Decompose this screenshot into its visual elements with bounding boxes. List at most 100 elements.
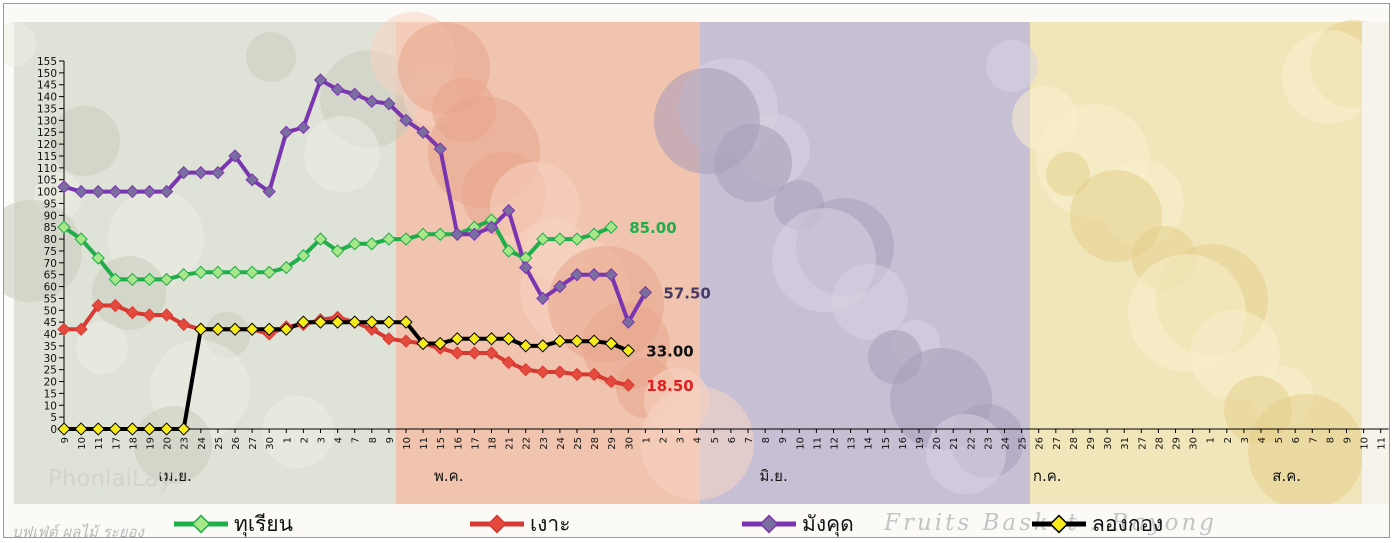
panel-texture: [50, 106, 120, 176]
legend-marker: [1049, 514, 1069, 534]
panel-texture: [1224, 376, 1292, 444]
data-point: [348, 237, 362, 251]
data-point: [74, 184, 88, 199]
y-tick-label: 20: [44, 377, 57, 389]
data-point: [262, 322, 276, 336]
y-tick-label: 50: [44, 305, 57, 317]
data-point: [108, 272, 122, 287]
legend-marker: [759, 514, 779, 534]
data-point: [519, 339, 533, 353]
data-point: [245, 322, 259, 336]
data-point: [433, 336, 447, 351]
y-tick-label: 145: [37, 80, 57, 92]
x-tick-label: 10: [77, 437, 88, 450]
series-line-1: [64, 303, 629, 388]
x-tick-label: 25: [573, 437, 584, 450]
data-point: [587, 227, 601, 241]
data-point: [279, 322, 293, 336]
data-point: [296, 120, 311, 135]
x-tick-label: 14: [864, 437, 875, 450]
x-tick-label: 27: [1052, 437, 1063, 450]
data-point: [587, 334, 601, 348]
data-point: [177, 268, 191, 282]
y-tick-label: 110: [37, 163, 57, 175]
panel-texture: [4, 22, 36, 66]
legend-item-mangosteen: มังคุด: [740, 508, 854, 537]
x-tick-label: 29: [1172, 437, 1183, 450]
x-tick-label: 13: [847, 437, 858, 450]
data-point: [587, 268, 601, 282]
panel-texture: [654, 68, 760, 174]
legend-marker: [191, 514, 211, 534]
x-tick-label: 29: [1086, 437, 1097, 450]
data-point: [536, 339, 550, 353]
data-point: [365, 237, 379, 251]
legend: ทุเรียน เงาะ มังคุด ลองกอง: [4, 504, 1389, 537]
data-point: [142, 184, 157, 199]
panel-texture: [1012, 86, 1078, 152]
x-tick-label: 24: [556, 437, 567, 450]
x-tick-label: 8: [1325, 437, 1336, 443]
data-point: [194, 165, 208, 180]
x-tick-label: 30: [1189, 437, 1200, 450]
data-point: [365, 322, 379, 336]
data-point: [57, 220, 71, 234]
data-point: [348, 87, 362, 101]
data-point: [211, 165, 225, 180]
data-point: [296, 315, 311, 329]
x-tick-label: 22: [522, 437, 533, 450]
data-point: [313, 315, 328, 329]
data-point: [125, 272, 140, 287]
data-point: [399, 334, 413, 348]
panel-texture: [868, 330, 922, 384]
data-point: [142, 272, 157, 287]
data-point: [365, 315, 379, 329]
data-point: [519, 251, 533, 265]
data-point: [330, 315, 345, 329]
x-tick-label: 29: [607, 437, 618, 450]
data-point: [519, 260, 533, 275]
x-tick-label: 16: [453, 437, 464, 450]
data-point: [553, 334, 567, 348]
data-point: [159, 184, 174, 199]
panel-texture: [262, 396, 334, 468]
legend-label-durian: ทุเรียน: [234, 511, 293, 536]
y-tick-label: 55: [44, 293, 57, 305]
x-tick-label: 3: [1240, 437, 1251, 443]
panel-texture: [246, 32, 296, 82]
x-tick-label: 30: [1103, 437, 1114, 450]
month-label: เม.ย.: [158, 467, 191, 485]
x-tick-label: 11: [1377, 437, 1388, 450]
month-label: ส.ค.: [1272, 467, 1301, 485]
x-tick-label: 11: [419, 437, 430, 450]
x-tick-label: 21: [949, 437, 960, 450]
x-axis: 9 10 11 17 18 19 20 23 24 25 26 27 30 1 2 3 4 7 8 9 10 11 15 16…: [60, 428, 1389, 450]
y-tick-label: 85: [44, 222, 57, 234]
panel-texture: [772, 208, 876, 312]
x-tick-label: 6: [727, 437, 738, 443]
data-point: [57, 322, 71, 336]
panel-texture: [1046, 152, 1090, 196]
data-point: [74, 322, 88, 336]
x-tick-label: 19: [915, 437, 926, 450]
data-point: [108, 184, 122, 199]
data-point: [142, 422, 157, 436]
y-tick-label: 45: [44, 317, 57, 329]
data-point: [553, 232, 567, 246]
y-tick-label: 0: [50, 424, 57, 436]
x-tick-label: 31: [1120, 437, 1131, 450]
data-point: [399, 315, 413, 329]
x-tick-label: 12: [830, 437, 841, 450]
y-tick-label: 35: [44, 341, 57, 353]
panel-texture: [76, 322, 128, 374]
data-point: [57, 180, 71, 194]
legend-marker: [487, 514, 507, 534]
x-tick-label: 7: [351, 437, 362, 443]
y-tick-label: 70: [44, 258, 57, 270]
data-point: [91, 251, 105, 265]
panel-texture: [1128, 254, 1246, 372]
y-tick-label: 135: [37, 103, 57, 115]
data-point: [621, 315, 635, 329]
chart-frame: 0 5 10 15 20 25 30 35 40 45 50 55 60 65 70 75 80 85 90 95 10…: [3, 3, 1390, 538]
data-point: [450, 332, 464, 346]
